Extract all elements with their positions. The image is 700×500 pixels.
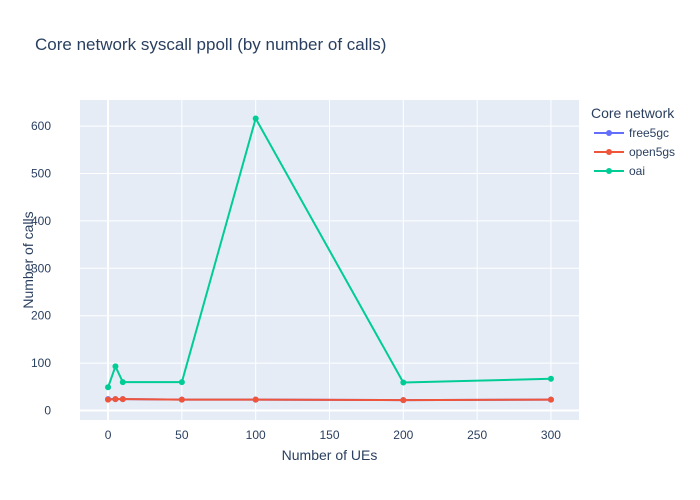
tick-labels: 0 50 100 150 200 250 300 0 100 200 300 400 500 600	[31, 119, 561, 442]
x-tick-label: 50	[175, 428, 189, 442]
x-tick-label: 100	[246, 428, 266, 442]
legend-item-open5gs[interactable]: open5gs	[594, 145, 675, 159]
y-tick-label: 0	[44, 404, 51, 418]
y-tick-label: 300	[31, 261, 51, 275]
x-tick-label: 250	[467, 428, 487, 442]
legend-item-oai[interactable]: oai	[594, 164, 645, 178]
data-point	[178, 379, 185, 386]
legend-title: Core network	[591, 105, 675, 121]
legend-swatch-marker	[606, 130, 612, 136]
data-point	[105, 384, 112, 391]
y-tick-label: 200	[31, 309, 51, 323]
series-line	[107, 398, 551, 402]
series-oai	[105, 115, 554, 391]
legend-label: oai	[629, 164, 645, 178]
data-point	[252, 396, 259, 403]
x-tick-label: 300	[541, 428, 561, 442]
legend-items: free5gc open5gs oai	[594, 126, 675, 178]
grid	[80, 100, 579, 420]
x-tick-label: 150	[319, 428, 339, 442]
data-point	[119, 396, 126, 403]
data-point	[112, 396, 119, 403]
data-point	[178, 396, 185, 403]
data-point	[119, 379, 126, 386]
chart-title: Core network syscall ppoll (by number of…	[35, 35, 386, 54]
y-tick-label: 600	[31, 119, 51, 133]
legend-label: open5gs	[629, 145, 675, 159]
legend-swatch-marker	[606, 149, 612, 155]
x-tick-label: 200	[393, 428, 413, 442]
data-point	[105, 396, 112, 403]
legend-item-free5gc[interactable]: free5gc	[594, 126, 669, 140]
y-axis-title: Number of calls	[20, 211, 36, 308]
data-point	[400, 397, 407, 404]
legend-label: free5gc	[629, 126, 669, 140]
data-point	[400, 379, 407, 386]
data-point	[252, 115, 259, 122]
y-tick-label: 100	[31, 356, 51, 370]
x-axis-title: Number of UEs	[282, 447, 378, 463]
series-open5gs	[105, 396, 554, 404]
y-tick-label: 500	[31, 166, 51, 180]
series-layer	[105, 115, 554, 404]
y-tick-label: 400	[31, 214, 51, 228]
data-point	[112, 363, 119, 370]
data-point	[547, 396, 554, 403]
legend: Core network free5gc open5gs oai	[591, 105, 675, 178]
legend-swatch-marker	[606, 168, 612, 174]
x-tick-label: 0	[105, 428, 112, 442]
data-point	[547, 375, 554, 382]
